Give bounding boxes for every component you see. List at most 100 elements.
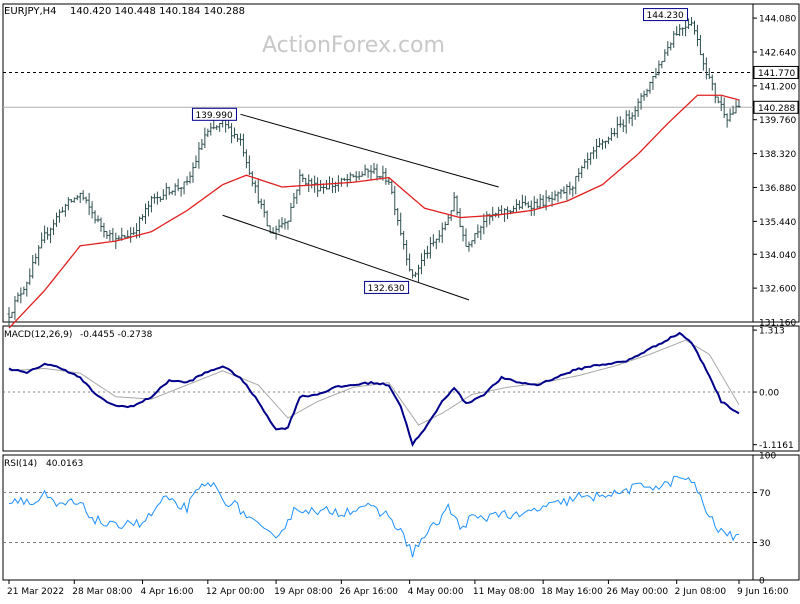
price-bar xyxy=(422,249,426,266)
price-bar xyxy=(589,152,593,165)
y-tick-label-price: 138.320 xyxy=(759,150,796,160)
price-bar xyxy=(90,201,94,219)
price-bar xyxy=(191,162,195,183)
price-bar xyxy=(256,178,260,204)
price-bar xyxy=(598,137,602,148)
price-bar xyxy=(396,207,400,226)
price-bar xyxy=(737,99,741,108)
price-bar xyxy=(538,193,542,209)
price-bar xyxy=(695,24,699,47)
price-bar xyxy=(52,219,56,235)
price-bar xyxy=(639,93,643,110)
price-bar xyxy=(203,127,207,149)
y-tick-label-price: 141.200 xyxy=(759,82,796,92)
price-bar xyxy=(176,178,180,192)
panel-frame-macd xyxy=(2,325,800,452)
price-bar xyxy=(511,205,515,214)
price-bar xyxy=(473,233,477,245)
price-bar xyxy=(31,254,35,279)
price-bar xyxy=(556,191,560,203)
x-tick-label: 12 Apr 00:00 xyxy=(206,587,265,597)
price-bar xyxy=(325,180,329,190)
price-bar xyxy=(141,214,145,221)
price-bar xyxy=(411,269,415,279)
price-bar xyxy=(319,180,323,192)
swing-label-box xyxy=(364,280,410,294)
price-bar xyxy=(520,194,524,210)
price-bar xyxy=(81,190,85,201)
price-bar xyxy=(393,186,397,216)
price-bar xyxy=(146,200,150,217)
price-bar xyxy=(417,264,421,282)
price-bar xyxy=(194,155,198,169)
price-bar xyxy=(405,239,409,266)
price-bar xyxy=(28,268,32,285)
price-bar xyxy=(363,164,367,176)
price-bar xyxy=(357,171,361,180)
price-bar xyxy=(621,119,625,132)
price-bar xyxy=(372,163,376,174)
price-bar xyxy=(627,110,631,124)
price-bar xyxy=(247,155,251,175)
y-tick-label-price: 136.880 xyxy=(759,184,796,194)
price-bar xyxy=(434,238,438,250)
price-bar xyxy=(57,209,61,223)
price-bar xyxy=(586,152,590,170)
price-bar xyxy=(734,100,738,114)
price-bar xyxy=(384,168,388,185)
price-bar xyxy=(455,195,459,216)
price-bar xyxy=(348,172,352,183)
price-bar xyxy=(277,219,281,233)
price-bar xyxy=(105,231,109,240)
price-bar xyxy=(188,171,192,184)
price-bar xyxy=(692,20,696,35)
price-bar xyxy=(467,241,471,252)
price-bar xyxy=(580,165,584,179)
swing-label-box xyxy=(191,107,237,121)
y-tick-label-price: 135.440 xyxy=(759,218,796,228)
price-bar xyxy=(120,227,124,241)
price-bar xyxy=(506,206,510,220)
price-bar xyxy=(716,96,720,104)
price-bar xyxy=(408,253,412,272)
price-bar xyxy=(568,181,572,195)
panel-frame-rsi xyxy=(2,454,800,581)
price-bar xyxy=(369,165,373,180)
x-tick-label: 19 Apr 08:00 xyxy=(274,587,333,597)
price-bar xyxy=(722,97,726,118)
price-bar xyxy=(609,127,613,141)
price-bar xyxy=(672,30,676,48)
price-bar xyxy=(292,192,296,208)
price-bar xyxy=(437,230,441,243)
price-bar xyxy=(173,183,177,196)
price-bar xyxy=(197,142,201,169)
x-tick-label: 11 May 08:00 xyxy=(473,587,535,597)
price-bar xyxy=(479,225,483,240)
price-bar xyxy=(75,195,79,201)
price-bar xyxy=(571,185,575,197)
price-bar xyxy=(366,168,370,178)
price-bar xyxy=(710,74,714,91)
trendline xyxy=(222,214,470,301)
price-bar xyxy=(218,123,222,132)
price-bar xyxy=(182,181,186,195)
price-bar xyxy=(200,138,204,151)
price-bar xyxy=(250,171,254,187)
price-bar xyxy=(72,197,76,203)
price-bar xyxy=(304,177,308,186)
price-bar xyxy=(123,234,127,239)
price-bar xyxy=(215,125,219,131)
y-tick-label-price: 131.160 xyxy=(759,319,796,329)
y-tick-label-price: 139.760 xyxy=(759,116,796,126)
price-bar xyxy=(351,174,355,178)
level-tag: 141.770 xyxy=(758,69,795,79)
price-bar xyxy=(108,229,112,241)
price-bar xyxy=(731,105,735,115)
price-bar xyxy=(295,189,299,204)
price-bar xyxy=(701,53,705,71)
price-bar xyxy=(547,195,551,202)
price-bar xyxy=(606,136,610,145)
price-bar xyxy=(660,60,664,69)
swing-label: 144.230 xyxy=(647,11,684,21)
macd-label: MACD(12,26,9) xyxy=(4,330,72,340)
